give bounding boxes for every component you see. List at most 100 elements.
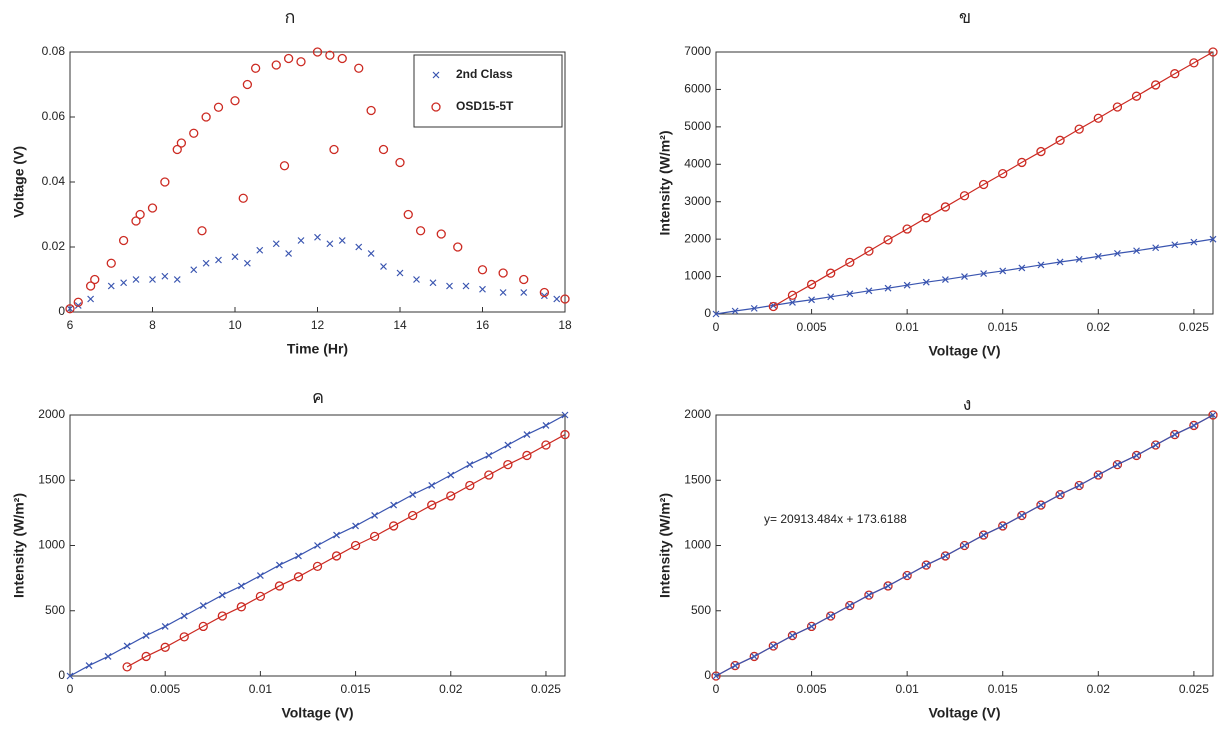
marker-circle	[141, 651, 151, 662]
marker-x	[338, 237, 346, 244]
marker-x	[409, 491, 417, 499]
marker-x	[808, 296, 816, 304]
marker-x	[107, 282, 115, 290]
marker-x	[272, 240, 280, 248]
marker-circle	[189, 128, 199, 138]
marker-circle	[436, 229, 446, 239]
marker-x	[827, 612, 835, 620]
y-tick-label: 0	[58, 304, 65, 318]
marker-x	[540, 292, 548, 300]
x-tick-label: 0.01	[895, 320, 919, 334]
x-tick-label: 6	[67, 318, 74, 332]
marker-x	[520, 289, 528, 296]
x-tick-label: 0.025	[1179, 682, 1209, 696]
marker-circle	[845, 257, 855, 267]
marker-x	[396, 269, 404, 277]
marker-circle	[998, 521, 1008, 531]
marker-circle	[366, 105, 376, 116]
marker-x	[1113, 461, 1121, 469]
marker-x	[275, 561, 283, 569]
marker-x	[523, 431, 531, 438]
marker-x	[499, 289, 507, 296]
marker-x	[1152, 244, 1160, 252]
marker-x	[941, 276, 949, 283]
marker-x	[941, 552, 949, 560]
marker-circle	[85, 281, 96, 291]
marker-circle	[198, 621, 208, 632]
marker-x	[237, 582, 245, 590]
marker-x	[922, 278, 930, 286]
marker-x	[750, 304, 758, 312]
marker-x	[446, 282, 453, 290]
marker-x	[1056, 491, 1064, 499]
marker-circle	[197, 226, 207, 236]
marker-x	[218, 591, 226, 599]
marker-circle	[768, 641, 778, 651]
marker-circle	[90, 274, 100, 285]
x-tick-label: 10	[228, 318, 242, 332]
marker-circle	[236, 602, 246, 612]
marker-circle	[1093, 470, 1103, 480]
y-tick-label: 2000	[38, 407, 65, 421]
annotation: y= 20913.484x + 173.6188	[764, 512, 907, 526]
marker-x	[66, 305, 74, 313]
marker-x	[1075, 255, 1083, 263]
marker-circle	[959, 191, 970, 201]
y-tick-label: 1000	[684, 538, 711, 552]
marker-circle	[921, 560, 931, 570]
y-axis-label: Intensity (W/m²)	[657, 493, 673, 598]
marker-x	[85, 662, 93, 669]
marker-circle	[403, 209, 413, 220]
marker-x	[1209, 235, 1217, 243]
marker-circle	[118, 235, 129, 246]
marker-x	[712, 672, 720, 680]
y-tick-label: 500	[691, 603, 711, 617]
y-tick-label: 0	[704, 306, 711, 320]
marker-x	[428, 482, 436, 489]
marker-x	[202, 259, 210, 267]
marker-circle	[329, 144, 339, 155]
y-tick-label: 2000	[684, 231, 711, 245]
marker-x	[120, 279, 128, 287]
x-tick-label: 0	[713, 320, 720, 334]
marker-x	[190, 266, 198, 274]
marker-x	[789, 632, 796, 639]
x-tick-label: 0.015	[988, 682, 1018, 696]
marker-circle	[279, 161, 290, 171]
marker-circle	[431, 102, 441, 112]
x-tick-label: 0.005	[150, 682, 180, 696]
marker-circle	[465, 480, 475, 491]
legend-box	[413, 54, 563, 128]
marker-circle	[238, 193, 248, 203]
marker-circle	[331, 551, 342, 561]
marker-x	[123, 642, 131, 650]
marker-circle	[1208, 410, 1218, 420]
marker-circle	[477, 265, 488, 275]
marker-x	[367, 250, 375, 257]
y-tick-label: 7000	[684, 44, 711, 58]
marker-circle	[1036, 146, 1046, 157]
x-tick-label: 0	[67, 682, 74, 696]
y-tick-label: 0	[704, 668, 711, 682]
marker-x	[769, 642, 777, 650]
marker-circle	[749, 651, 759, 662]
marker-x	[66, 672, 74, 680]
y-tick-label: 1000	[684, 269, 711, 283]
marker-circle	[787, 630, 798, 641]
marker-x	[808, 622, 816, 630]
marker-circle	[1189, 420, 1199, 431]
marker-x	[180, 612, 188, 620]
marker-circle	[293, 572, 304, 582]
x-tick-label: 18	[558, 318, 572, 332]
marker-x	[1133, 247, 1140, 255]
marker-x	[561, 411, 569, 419]
marker-circle	[1017, 510, 1027, 521]
marker-circle	[1055, 489, 1065, 500]
x-tick-label: 16	[476, 318, 490, 332]
marker-x	[1152, 441, 1160, 449]
marker-x	[149, 276, 156, 283]
marker-circle	[1151, 80, 1161, 90]
marker-circle	[65, 304, 75, 314]
marker-circle	[560, 294, 570, 304]
marker-x	[466, 461, 474, 469]
